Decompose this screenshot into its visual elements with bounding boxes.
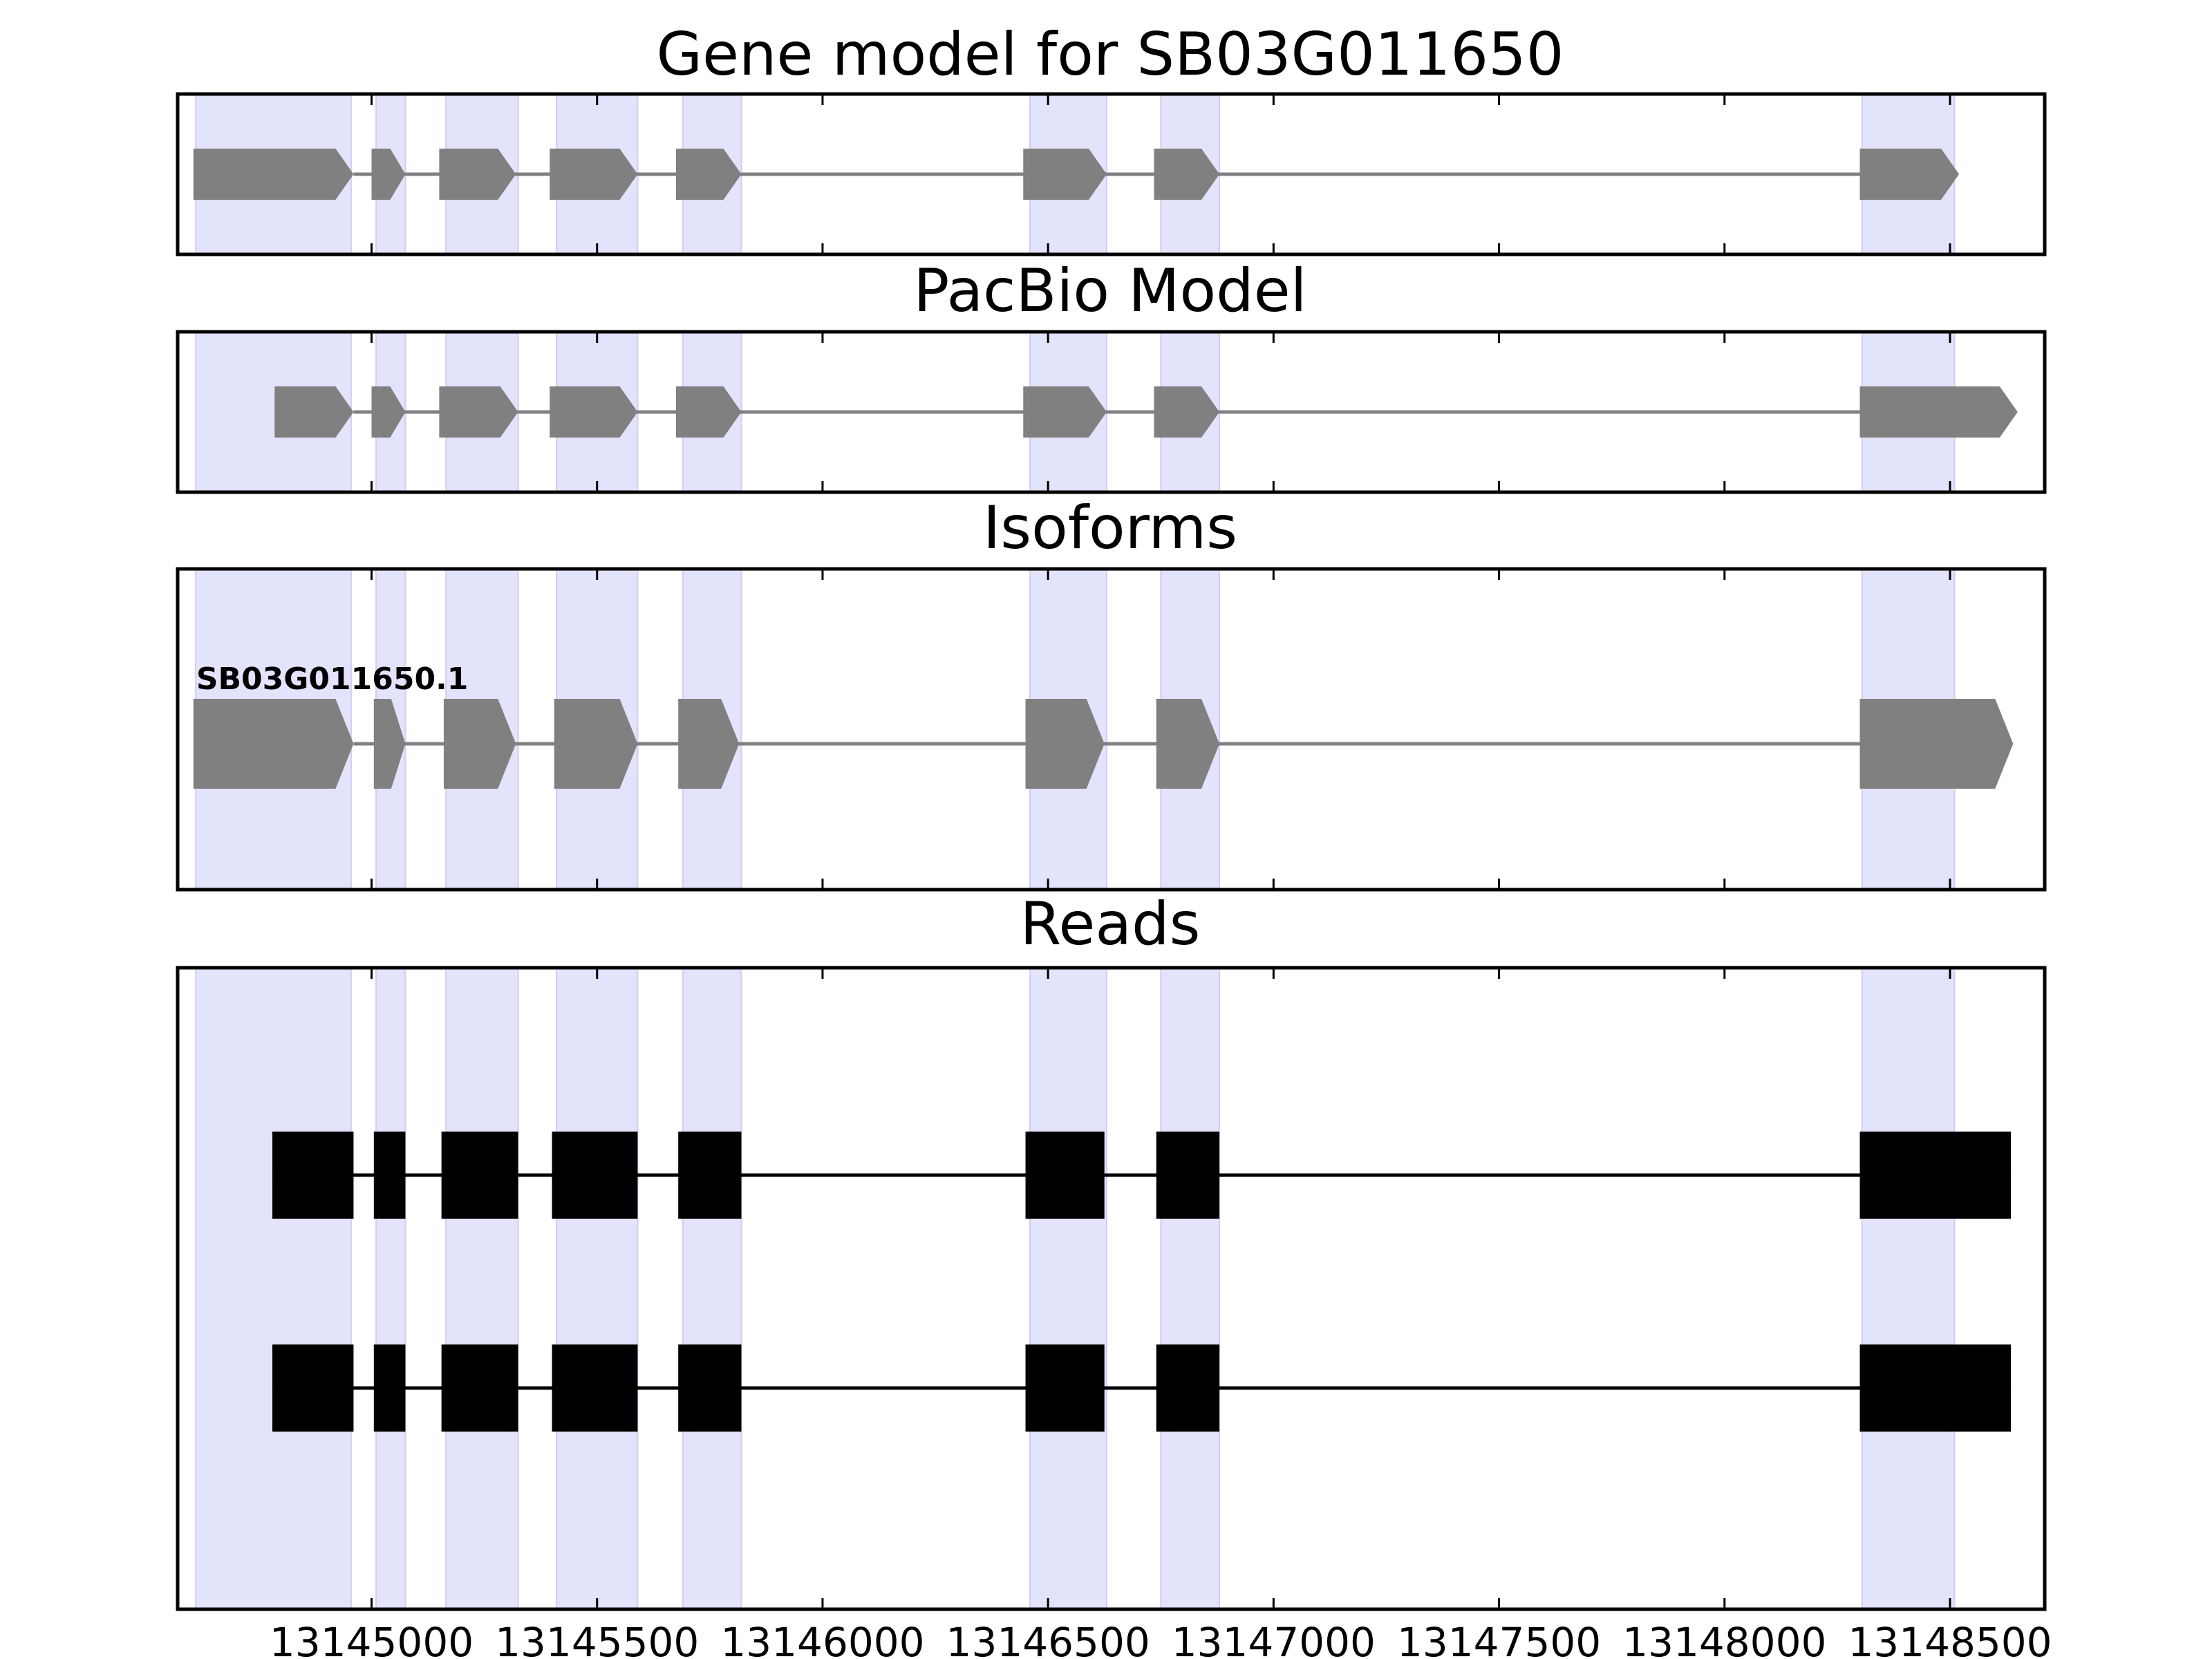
exon-feature xyxy=(439,149,516,200)
read-block xyxy=(552,1132,638,1219)
panel-gene-model: Gene model for SB03G011650 xyxy=(176,20,2047,256)
panel-frame xyxy=(176,92,2047,256)
read-block xyxy=(1156,1344,1220,1432)
read-block xyxy=(678,1344,742,1432)
read-block xyxy=(373,1132,406,1219)
read-block xyxy=(1156,1132,1220,1219)
exon-feature xyxy=(439,386,518,438)
read-block xyxy=(441,1132,518,1219)
panel-title-gene-model: Gene model for SB03G011650 xyxy=(657,20,1564,89)
exon-feature xyxy=(193,699,354,789)
exon-shade-band xyxy=(682,967,742,1610)
panel-frame xyxy=(176,567,2047,892)
exon-shade-band xyxy=(1029,967,1107,1610)
exon-feature xyxy=(1023,386,1107,438)
exon-feature xyxy=(1154,386,1220,438)
read-block xyxy=(373,1344,406,1432)
isoform-label: SB03G011650.1 xyxy=(196,662,469,697)
x-tick-label: 13148000 xyxy=(1622,1619,1826,1659)
panel-title-isoforms: Isoforms xyxy=(983,494,1237,563)
read-block xyxy=(1025,1344,1105,1432)
read-block xyxy=(552,1344,638,1432)
exon-feature xyxy=(1154,149,1220,200)
exon-feature xyxy=(373,699,406,789)
exon-feature xyxy=(675,149,742,200)
panel-isoforms: Isoforms SB03G011650.1 xyxy=(176,494,2047,892)
read-block xyxy=(272,1344,354,1432)
exon-feature xyxy=(193,149,354,200)
panel-frame xyxy=(176,966,2047,1611)
exon-feature xyxy=(1156,699,1220,789)
x-tick-label: 13147000 xyxy=(1172,1619,1376,1659)
panel-gene-model-plot xyxy=(176,92,2047,256)
exon-shade-band xyxy=(1861,967,1956,1610)
panel-title-reads: Reads xyxy=(1020,890,1201,959)
x-axis-tick-labels: 13145000 13145500 13146000 13146500 13147000… xyxy=(270,1619,2052,1659)
read-block xyxy=(1859,1344,2012,1432)
panel-title-pacbio-model: PacBio Model xyxy=(913,256,1306,326)
exon-shade-band xyxy=(556,967,639,1610)
exon-shade-band xyxy=(445,967,519,1610)
exon-feature xyxy=(678,699,740,789)
exon-shade-band xyxy=(375,967,406,1610)
panel-isoforms-plot: SB03G011650.1 xyxy=(176,567,2047,892)
exon-feature xyxy=(1859,149,1960,200)
exon-feature xyxy=(1025,699,1105,789)
read-block xyxy=(272,1132,354,1219)
exon-feature xyxy=(1859,386,2018,438)
x-tick-label: 13146500 xyxy=(946,1619,1150,1659)
exon-feature xyxy=(1859,699,2014,789)
panel-frame xyxy=(176,330,2047,494)
x-tick-label: 13145500 xyxy=(495,1619,699,1659)
read-block xyxy=(1025,1132,1105,1219)
exon-feature xyxy=(443,699,516,789)
x-tick-label: 13145000 xyxy=(270,1619,474,1659)
read-block xyxy=(678,1132,742,1219)
exon-feature xyxy=(550,386,638,438)
panel-reads: Reads xyxy=(176,890,2047,1611)
exon-feature xyxy=(371,149,406,200)
x-tick-label: 13146000 xyxy=(720,1619,924,1659)
exon-feature xyxy=(371,386,406,438)
exon-shade-band xyxy=(195,967,353,1610)
x-tick-label: 13148500 xyxy=(1848,1619,2052,1659)
panel-pacbio-model-plot xyxy=(176,330,2047,494)
panel-reads-plot xyxy=(176,966,2047,1611)
exon-shade-band xyxy=(1160,967,1221,1610)
read-block xyxy=(441,1344,518,1432)
x-tick-label: 13147500 xyxy=(1397,1619,1601,1659)
exon-feature xyxy=(274,386,354,438)
exon-feature xyxy=(554,699,638,789)
panel-pacbio-model: PacBio Model xyxy=(176,256,2047,494)
exon-feature xyxy=(1023,149,1107,200)
exon-feature xyxy=(550,149,638,200)
read-block xyxy=(1859,1132,2012,1219)
exon-feature xyxy=(675,386,742,438)
